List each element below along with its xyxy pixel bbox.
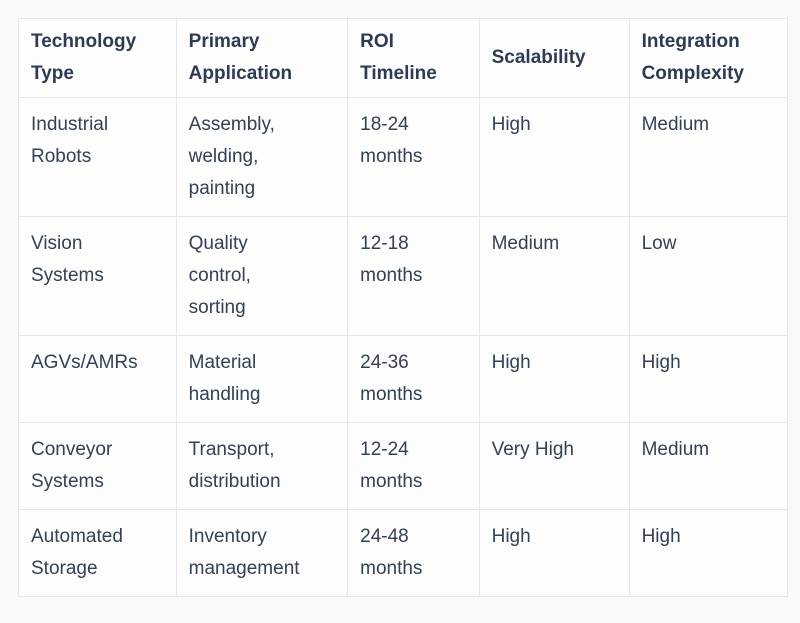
automation-technology-table: Technology Type Primary Application ROI …	[18, 18, 789, 597]
cell-scalability: High	[478, 97, 630, 217]
cell-roi-timeline: 18-24 months	[347, 97, 480, 217]
cell-primary-application: Material handling	[175, 335, 349, 423]
header-row: Technology Type Primary Application ROI …	[18, 18, 789, 98]
table-body: Industrial Robots Assembly, welding, pai…	[18, 97, 789, 597]
cell-primary-application: Quality control, sorting	[175, 216, 349, 336]
column-header-scalability: Scalability	[478, 18, 630, 98]
table-row: Vision Systems Quality control, sorting …	[18, 216, 789, 336]
table-header: Technology Type Primary Application ROI …	[18, 18, 789, 98]
cell-roi-timeline: 24-48 months	[347, 509, 480, 597]
cell-scalability: Medium	[478, 216, 630, 336]
column-header-primary-application: Primary Application	[175, 18, 349, 98]
cell-technology-type: Conveyor Systems	[18, 422, 177, 510]
cell-integration-complexity: High	[628, 509, 789, 597]
table-row: Conveyor Systems Transport, distribution…	[18, 422, 789, 510]
cell-scalability: High	[478, 335, 630, 423]
cell-technology-type: Industrial Robots	[18, 97, 177, 217]
cell-technology-type: Automated Storage	[18, 509, 177, 597]
table-row: AGVs/AMRs Material handling 24-36 months…	[18, 335, 789, 423]
cell-integration-complexity: High	[628, 335, 789, 423]
cell-scalability: High	[478, 509, 630, 597]
table-row: Industrial Robots Assembly, welding, pai…	[18, 97, 789, 217]
cell-primary-application: Inventory management	[175, 509, 349, 597]
cell-scalability: Very High	[478, 422, 630, 510]
column-header-technology-type: Technology Type	[18, 18, 177, 98]
cell-roi-timeline: 24-36 months	[347, 335, 480, 423]
cell-roi-timeline: 12-24 months	[347, 422, 480, 510]
column-header-roi-timeline: ROI Timeline	[347, 18, 480, 98]
column-header-integration-complexity: Integration Complexity	[628, 18, 789, 98]
cell-technology-type: Vision Systems	[18, 216, 177, 336]
cell-technology-type: AGVs/AMRs	[18, 335, 177, 423]
table-row: Automated Storage Inventory management 2…	[18, 509, 789, 597]
cell-integration-complexity: Low	[628, 216, 789, 336]
cell-primary-application: Transport, distribution	[175, 422, 349, 510]
cell-integration-complexity: Medium	[628, 97, 789, 217]
cell-integration-complexity: Medium	[628, 422, 789, 510]
cell-roi-timeline: 12-18 months	[347, 216, 480, 336]
cell-primary-application: Assembly, welding, painting	[175, 97, 349, 217]
